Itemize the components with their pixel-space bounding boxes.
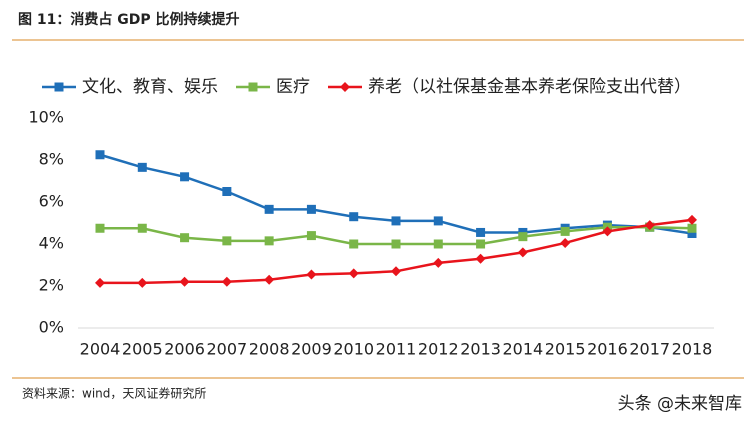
marker [95,150,105,160]
y-tick-label: 0% [39,318,64,337]
legend-label: 养老（以社保基金基本养老保险支出代替） [368,77,691,97]
marker [476,227,486,237]
watermark: 头条 @未来智库 [618,394,742,414]
marker [348,268,359,279]
marker [391,216,401,226]
y-tick-label: 8% [39,150,64,169]
x-tick-label: 2015 [545,340,586,359]
x-tick-label: 2006 [164,340,205,359]
marker [306,269,317,280]
source: 资料来源：wind，天风证券研究所 [22,386,206,401]
marker [687,229,697,238]
marker [137,162,147,172]
x-tick-label: 2007 [206,340,247,359]
marker [137,277,148,288]
marker [433,239,443,249]
marker [222,236,232,246]
x-tick-label: 2014 [502,340,543,359]
marker [95,277,105,288]
marker [54,82,64,92]
marker [264,274,275,285]
marker [137,223,147,233]
marker [264,204,274,214]
marker [518,232,528,242]
marker [221,276,232,287]
x-tick-label: 2012 [418,340,459,359]
marker [475,253,486,264]
chart-title: 图 11：消费占 GDP 比例持续提升 [18,11,239,28]
y-tick-label: 6% [39,192,64,211]
marker [391,266,401,277]
y-tick-label: 2% [39,276,64,295]
marker [180,172,190,182]
marker [306,231,316,241]
marker [179,276,190,287]
marker [687,214,697,225]
marker [517,247,528,258]
marker [248,82,258,92]
marker [349,212,359,222]
marker [433,216,443,226]
marker [687,223,697,233]
y-tick-label: 10% [28,108,64,127]
x-tick-label: 2009 [291,340,332,359]
x-tick-label: 2004 [80,340,121,359]
y-tick-label: 4% [39,234,64,253]
marker [560,237,571,248]
marker [433,257,444,268]
marker [560,226,570,236]
legend-label: 文化、教育、娱乐 [82,77,218,97]
marker [644,220,655,231]
marker [349,239,359,249]
marker [264,236,274,246]
marker [602,226,613,237]
x-tick-label: 2017 [629,340,670,359]
x-tick-label: 2016 [587,340,628,359]
x-tick-label: 2013 [460,340,501,359]
marker [95,223,105,233]
marker [391,239,401,249]
marker [222,187,232,196]
x-tick-label: 2005 [122,340,163,359]
marker [306,204,316,214]
marker [180,233,190,243]
marker [476,239,486,249]
x-tick-label: 2011 [376,340,417,359]
x-tick-label: 2018 [672,340,713,359]
x-tick-label: 2010 [333,340,374,359]
x-tick-label: 2008 [249,340,290,359]
marker [340,82,350,92]
legend-label: 医疗 [276,77,310,97]
